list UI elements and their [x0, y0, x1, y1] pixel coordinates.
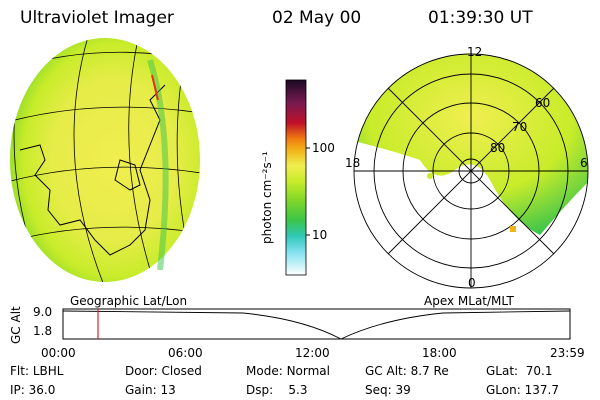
dsp-field: Dsp: 5.3 — [246, 383, 308, 397]
apex-label: Apex MLat/MLT — [424, 294, 514, 308]
glat-value: 70.1 — [525, 364, 553, 378]
gcalt-field: GC Alt: 8.7 Re — [365, 364, 449, 378]
seq-field: Seq: 39 — [365, 383, 411, 397]
mlat-label-70: 70 — [512, 120, 528, 134]
timeline-xtick-0000: 00:00 — [41, 346, 76, 360]
colorbar-tick-10: 10 — [312, 228, 328, 242]
glon-field: GLon: 137.7 — [486, 383, 559, 397]
coastline — [19, 84, 166, 256]
mode-value: Normal — [286, 364, 330, 378]
colorbar-unit-label: photon cm⁻²s⁻¹ — [260, 151, 274, 244]
gcalt-value: 8.7 Re — [410, 364, 449, 378]
timeline-xtick-2359: 23:59 — [550, 346, 585, 360]
mlt-label-6: 6 — [580, 156, 588, 170]
timeline-ytick-high: 9.0 — [33, 305, 53, 319]
earth-disk — [10, 38, 200, 282]
gain-field: Gain: 13 — [125, 383, 176, 397]
glon-value: 137.7 — [524, 383, 559, 397]
timeline-xtick-1800: 18:00 — [422, 346, 457, 360]
mlt-label-12: 12 — [467, 45, 483, 59]
glat-field: GLat: 70.1 — [486, 364, 553, 378]
gain-value: 13 — [160, 383, 176, 397]
mlt-label-18: 18 — [345, 156, 361, 170]
flt-value: LBHL — [32, 364, 64, 378]
timeline-xtick-0600: 06:00 — [168, 346, 203, 360]
timeline-ytick-low: 1.8 — [33, 324, 53, 338]
colorbar-tick-100: 100 — [312, 141, 335, 155]
mlt-label-0: 0 — [468, 276, 476, 290]
flt-field: Flt: LBHL — [10, 364, 64, 378]
colorbar — [285, 79, 310, 276]
date-label: 02 May 00 — [272, 8, 362, 28]
time-label: 01:39:30 UT — [428, 8, 533, 28]
timeline-xtick-1200: 12:00 — [295, 346, 330, 360]
apex-polar-plot — [353, 53, 589, 289]
mode-field: Mode: Normal — [246, 364, 330, 378]
altitude-curve — [62, 310, 571, 340]
ip-value: 36.0 — [28, 383, 56, 397]
ip-field: IP: 36.0 — [10, 383, 56, 397]
geographic-image — [10, 38, 200, 282]
door-value: Closed — [161, 364, 202, 378]
geographic-label: Geographic Lat/Lon — [70, 294, 188, 308]
dsp-value: 5.3 — [288, 383, 308, 397]
door-field: Door: Closed — [125, 364, 202, 378]
timeline-ylabel: GC Alt — [9, 306, 23, 344]
mlat-label-60: 60 — [535, 96, 551, 110]
seq-value: 39 — [395, 383, 411, 397]
timeline-plot — [62, 308, 571, 340]
mlat-label-80: 80 — [490, 141, 506, 155]
instrument-title: Ultraviolet Imager — [20, 8, 174, 28]
